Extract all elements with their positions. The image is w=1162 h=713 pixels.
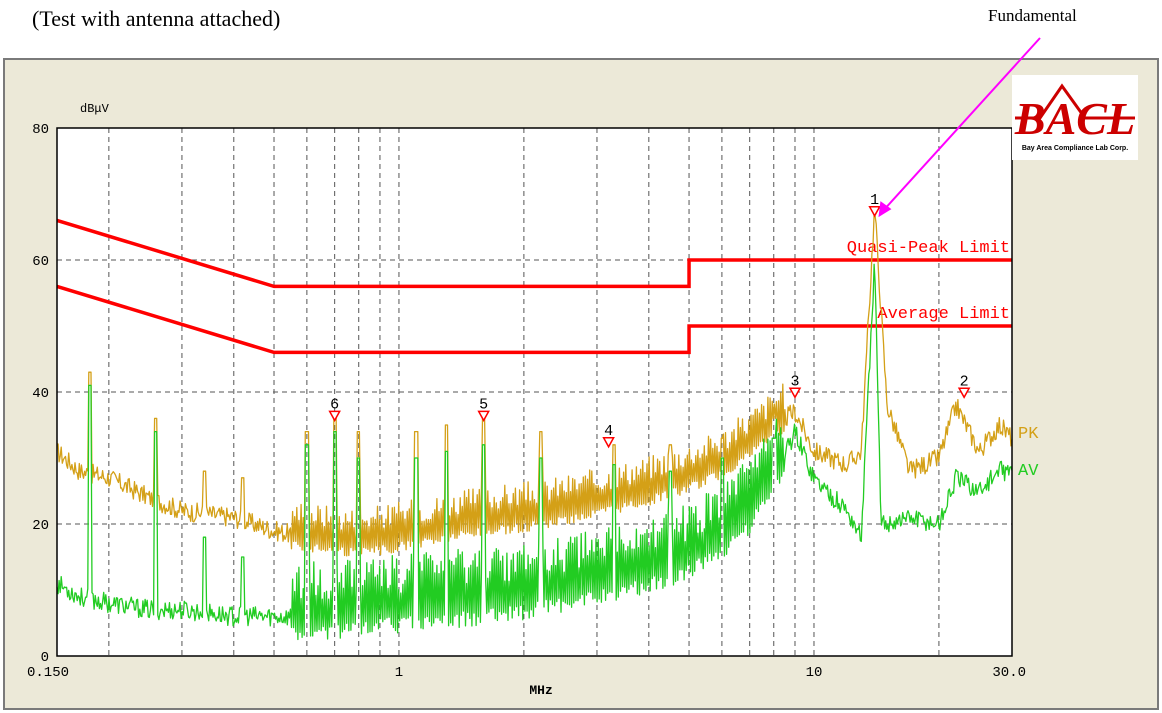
series-label: AV bbox=[1018, 462, 1039, 481]
y-tick-label: 0 bbox=[41, 650, 49, 666]
x-tick-label: 1 bbox=[395, 665, 403, 681]
peak-marker bbox=[602, 437, 615, 449]
logo-subtext: Bay Area Compliance Lab Corp. bbox=[1022, 145, 1128, 152]
axes: 0 20 40 60 80 0.150 1 10 30.0 dBμV MHz bbox=[27, 102, 1026, 698]
series-label: PK bbox=[1018, 425, 1039, 444]
x-tick-label: 30.0 bbox=[992, 665, 1026, 681]
peak-marker bbox=[957, 387, 971, 399]
peak-marker-label: 5 bbox=[479, 396, 488, 413]
logo-text: BACL bbox=[1014, 93, 1135, 144]
y-axis-label: dBμV bbox=[80, 102, 110, 116]
limit-line bbox=[56, 284, 1012, 355]
limit-line bbox=[56, 218, 1012, 289]
peak-marker bbox=[788, 387, 802, 399]
limit-label: Quasi-Peak Limit bbox=[847, 239, 1010, 258]
limit-lines: Quasi-Peak Limit Average Limit bbox=[56, 218, 1012, 355]
fundamental-label: Fundamental bbox=[988, 6, 1077, 25]
series-line-av bbox=[56, 263, 1013, 641]
peak-marker bbox=[328, 410, 341, 422]
peak-marker bbox=[477, 410, 490, 422]
peak-marker-label: 3 bbox=[790, 373, 799, 390]
data-series: PK AV bbox=[56, 213, 1039, 641]
fundamental-arrow-head bbox=[878, 201, 892, 218]
fundamental-arrow bbox=[878, 37, 1041, 218]
peak-marker bbox=[868, 206, 881, 218]
fundamental-arrow-line bbox=[885, 37, 1041, 208]
peak-marker-label: 6 bbox=[330, 396, 339, 413]
y-tick-label: 20 bbox=[32, 518, 49, 534]
peak-marker-label: 2 bbox=[960, 373, 969, 390]
peak-marker-label: 1 bbox=[870, 192, 879, 209]
x-axis-label: MHz bbox=[529, 683, 552, 698]
plot-border bbox=[56, 127, 1013, 657]
peak-marker-label: 4 bbox=[604, 423, 613, 440]
y-tick-label: 60 bbox=[32, 254, 49, 270]
page-caption: (Test with antenna attached) bbox=[32, 6, 281, 31]
y-tick-label: 40 bbox=[32, 386, 49, 402]
x-tick-label: 0.150 bbox=[27, 665, 69, 681]
x-tick-label: 10 bbox=[806, 665, 823, 681]
series-line-pk bbox=[56, 213, 1013, 557]
limit-label: Average Limit bbox=[877, 305, 1010, 324]
y-tick-label: 80 bbox=[32, 122, 49, 138]
peak-markers: 1 2 3 4 5 6 bbox=[328, 192, 971, 449]
logo-swoosh bbox=[1015, 83, 1135, 120]
